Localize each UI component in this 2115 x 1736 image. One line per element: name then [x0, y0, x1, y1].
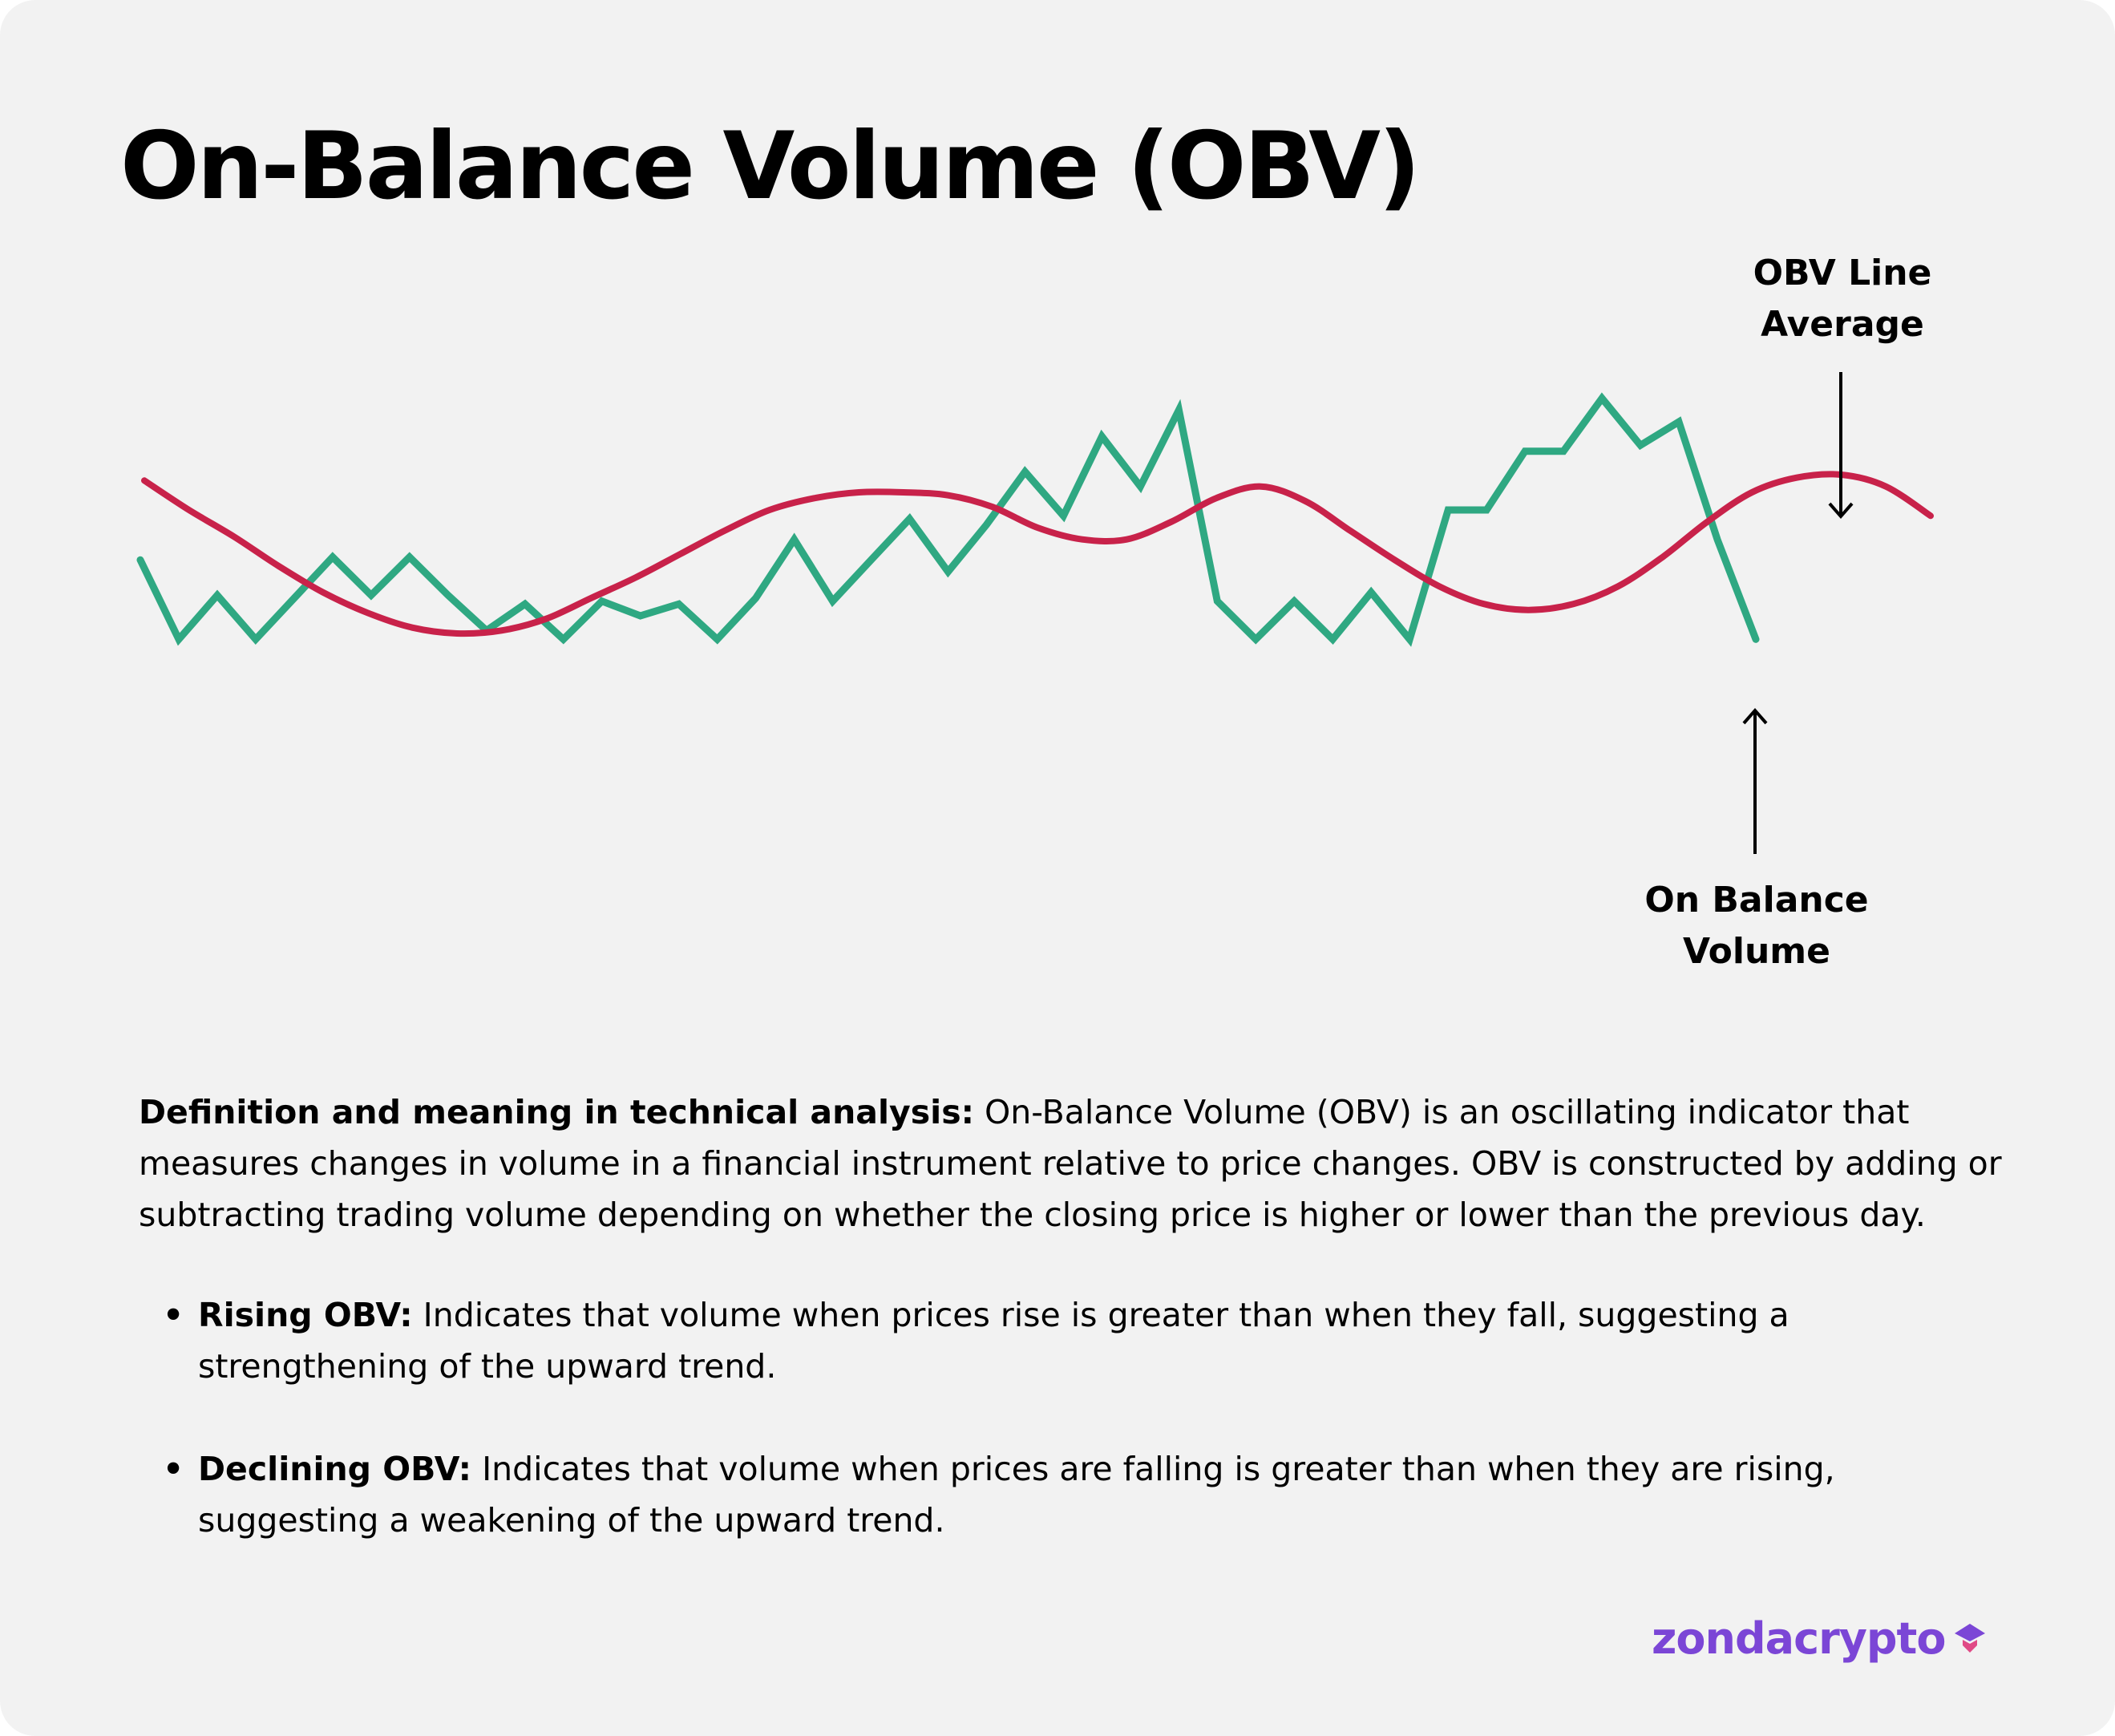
- bullet-icon: •: [163, 1296, 184, 1334]
- definition-label: Definition and meaning in technical anal…: [139, 1093, 974, 1131]
- annotation-obv-label-line2: Volume: [1683, 931, 1830, 972]
- obv-chart: OBV Line Average On Balance Volume: [136, 253, 1934, 972]
- brand-wordmark: zondacrypto: [1652, 1613, 1946, 1664]
- definition-paragraph: Definition and meaning in technical anal…: [139, 1087, 2015, 1240]
- chart-annotations: OBV Line Average On Balance Volume: [1644, 253, 1931, 972]
- annotation-average-label-line2: Average: [1761, 304, 1924, 345]
- obv-series-line: [136, 392, 1760, 647]
- chart-lines: [136, 392, 1934, 647]
- bullet-list: • Rising OBV: Indicates that volume when …: [156, 1289, 1920, 1597]
- bullet-text: Indicates that volume when prices are fa…: [198, 1450, 1835, 1540]
- logo-mark-icon: [1955, 1623, 1986, 1653]
- down-arrow-icon: [1828, 372, 1854, 520]
- page-title: On-Balance Volume (OBV): [120, 112, 1421, 221]
- bullet-label: Declining OBV:: [198, 1450, 472, 1488]
- obv-average-series-line: [141, 471, 1934, 637]
- bullet-item-declining: • Declining OBV: Indicates that volume wh…: [156, 1443, 1920, 1546]
- annotation-average-label-line1: OBV Line: [1753, 253, 1932, 293]
- bullet-text: Indicates that volume when prices rise i…: [198, 1296, 1789, 1386]
- bullet-label: Rising OBV:: [198, 1296, 413, 1334]
- annotation-obv-label-line1: On Balance: [1644, 880, 1868, 921]
- bullet-item-rising: • Rising OBV: Indicates that volume when …: [156, 1289, 1920, 1392]
- definition-text: On-Balance Volume (OBV) is an oscillatin…: [139, 1093, 2002, 1234]
- brand-logo: zondacrypto: [1652, 1613, 1988, 1664]
- bullet-icon: •: [163, 1450, 184, 1488]
- up-arrow-icon: [1742, 707, 1768, 854]
